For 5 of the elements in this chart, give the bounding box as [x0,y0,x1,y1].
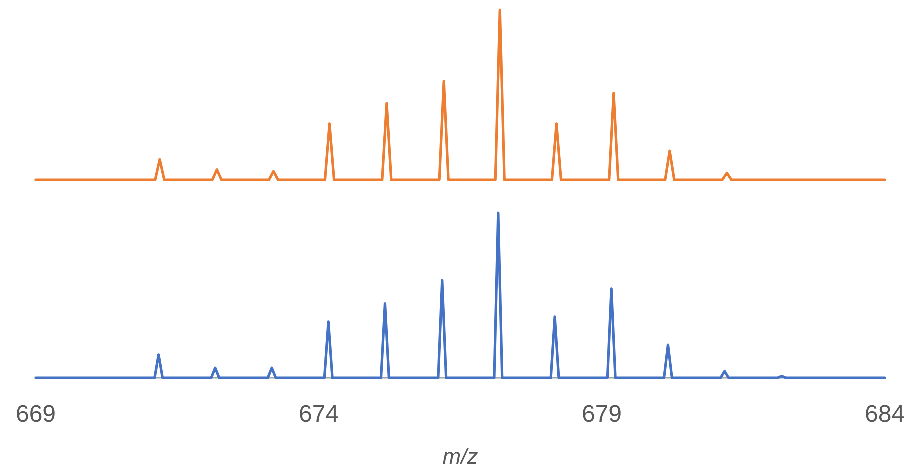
x-axis-title: m/z [442,444,478,469]
x-tick-label: 684 [864,401,906,428]
x-tick-label: 679 [582,401,622,428]
x-tick-label: 674 [298,401,340,428]
x-tick-label: 669 [16,401,56,428]
